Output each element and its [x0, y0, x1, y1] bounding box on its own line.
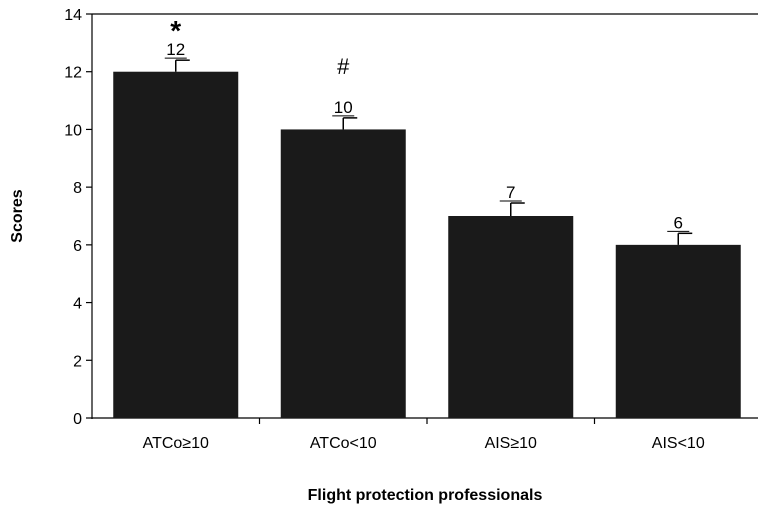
bar — [113, 71, 239, 418]
data-label: 6 — [674, 213, 683, 232]
significance-marker: # — [337, 54, 350, 79]
x-tick-label: AIS≥10 — [485, 435, 537, 452]
bar — [280, 129, 406, 418]
y-tick-label: 10 — [64, 122, 82, 139]
y-axis-title: Scores — [9, 189, 26, 242]
data-label: 10 — [334, 98, 353, 117]
y-tick-label: 14 — [64, 7, 82, 24]
x-ticks — [258, 418, 596, 424]
y-tick-label: 0 — [73, 411, 82, 428]
x-tick-label: AIS<10 — [652, 435, 705, 452]
significance-marker: * — [170, 15, 181, 46]
bar — [615, 244, 741, 418]
y-axis: 0 2 4 6 8 10 12 14 — [64, 7, 93, 428]
y-tick-label: 6 — [73, 238, 82, 255]
x-tick-label: ATCo≥10 — [143, 435, 209, 452]
data-label: 7 — [506, 183, 515, 202]
y-ticks: 0 2 4 6 8 10 12 14 — [64, 7, 92, 428]
y-tick-label: 12 — [64, 65, 82, 82]
data-label: 12 — [166, 40, 185, 59]
x-axis-title: Flight protection professionals — [308, 487, 543, 504]
y-tick-label: 8 — [73, 180, 82, 197]
y-tick-label: 2 — [73, 353, 82, 370]
x-tick-label: ATCo<10 — [310, 435, 377, 452]
y-tick-label: 4 — [73, 296, 82, 313]
bar — [448, 216, 574, 418]
bars: 12* ATCo≥10 10 # ATCo<10 7 AIS≥10 6 AIS<10 — [113, 15, 741, 452]
